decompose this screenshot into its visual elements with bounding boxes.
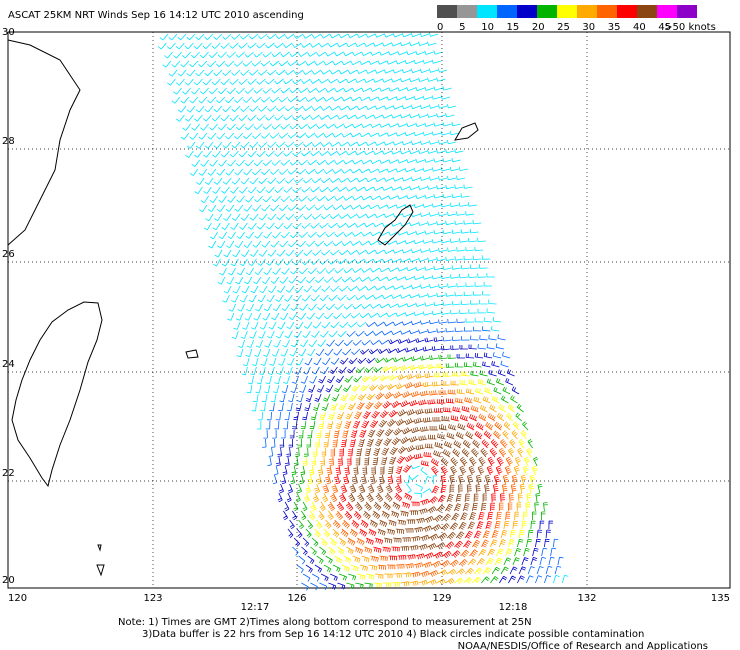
- colorbar-label: 35: [608, 22, 621, 33]
- colorbar-label: 40: [633, 22, 646, 33]
- lon-label: 126: [287, 593, 306, 604]
- lat-label: 24: [2, 359, 15, 370]
- time-label: 12:17: [241, 602, 270, 613]
- colorbar-swatch: [617, 5, 637, 18]
- lon-label: 120: [8, 593, 27, 604]
- lon-label: 123: [143, 593, 162, 604]
- colorbar-swatch: [557, 5, 577, 18]
- barb-group: [333, 398, 505, 561]
- barb-group: [262, 318, 564, 591]
- taiwan: [11, 301, 103, 488]
- lon-label: 129: [432, 593, 451, 604]
- colorbar-label: 0: [437, 22, 443, 33]
- colorbar-swatch: [517, 5, 537, 18]
- barb-group: [157, 32, 569, 584]
- lat-label: 28: [2, 136, 15, 147]
- colorbar-label: 20: [532, 22, 545, 33]
- lat-label: 26: [2, 249, 15, 260]
- colorbar-label: 25: [557, 22, 570, 33]
- colorbar-swatch: [637, 5, 657, 18]
- colorbar-swatch: [537, 5, 557, 18]
- colorbar-label: >50 knots: [664, 22, 716, 33]
- colorbar-swatch: [657, 5, 677, 18]
- island: [454, 122, 479, 141]
- barb-group: [276, 337, 554, 590]
- lat-label: 22: [2, 468, 15, 479]
- note-line: Note: 1) Times are GMT 2)Times along bot…: [118, 617, 532, 628]
- time-label: 12:18: [499, 602, 528, 613]
- note-line: NOAA/NESDIS/Office of Research and Appli…: [458, 641, 708, 650]
- barb-group: [290, 354, 548, 590]
- axes: 120 123 126 129 132 135 30 28 26 24 22 20 12:17 12:18…: [2, 27, 730, 650]
- colorbar-swatch: [597, 5, 617, 18]
- colorbar-swatch: [437, 5, 457, 18]
- colorbar-swatch: [497, 5, 517, 18]
- lat-label: 20: [2, 575, 15, 586]
- ryukyu-island: [377, 204, 414, 246]
- note-line: 3)Data buffer is 22 hrs from Sep 16 14:1…: [142, 629, 644, 640]
- barb-group: [348, 408, 491, 551]
- title: ASCAT 25KM NRT Winds Sep 16 14:12 UTC 20…: [8, 10, 304, 21]
- colorbar-swatch: [477, 5, 497, 18]
- colorbar-swatch: [577, 5, 597, 18]
- colorbar-swatch: [677, 5, 697, 18]
- colorbar-label: 30: [582, 22, 595, 33]
- colorbar-label: 45: [658, 22, 671, 33]
- wind-barbs: [157, 32, 569, 591]
- colorbar-label: 5: [459, 22, 465, 33]
- barb-group: [302, 363, 538, 588]
- china-coast: [7, 39, 81, 246]
- colorbar-label: 15: [507, 22, 520, 33]
- colorbar-label: 10: [481, 22, 494, 33]
- lat-label: 30: [2, 27, 15, 38]
- barb-group: [312, 372, 527, 587]
- lon-label: 132: [577, 593, 596, 604]
- colorbar-swatch: [457, 5, 477, 18]
- barb-group: [322, 381, 518, 578]
- lon-label: 135: [711, 593, 730, 604]
- colorbar: 0 5 10 15 20 25 30 35 40 45>50 knots: [437, 5, 716, 33]
- island: [96, 349, 199, 577]
